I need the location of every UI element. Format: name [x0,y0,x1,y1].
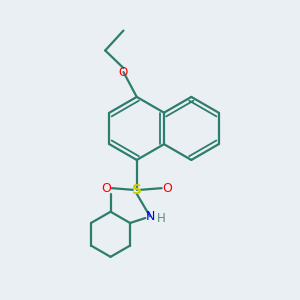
Text: H: H [157,212,166,224]
Text: N: N [145,210,155,223]
Text: O: O [163,182,172,195]
Text: O: O [119,65,128,79]
Text: S: S [132,183,142,197]
Text: O: O [101,182,111,195]
